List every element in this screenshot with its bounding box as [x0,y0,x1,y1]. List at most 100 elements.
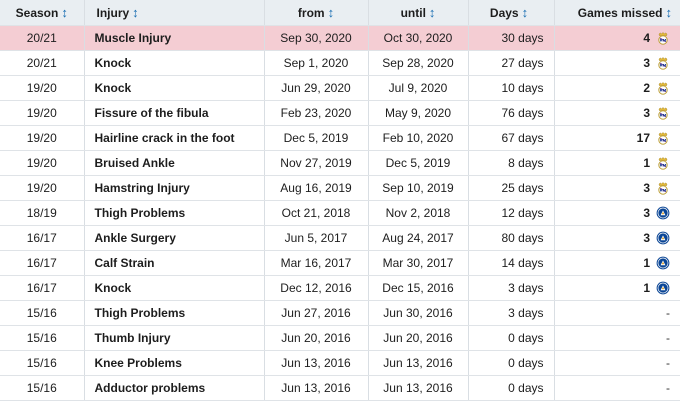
column-header-label: Days [489,5,519,20]
games-missed-value: 3 [643,55,650,70]
season-cell: 15/16 [0,325,85,351]
column-header-until[interactable]: until ↕ [368,0,469,26]
until-date-cell: Nov 2, 2018 [368,200,469,226]
from-date-cell: Oct 21, 2018 [264,200,369,226]
games-missed-value: 3 [643,105,650,120]
column-header-label: Games missed [577,5,663,20]
days-cell: 30 days [468,25,555,51]
svg-text:RM: RM [660,87,667,92]
until-date-cell: Jun 13, 2016 [368,375,469,401]
table-row: 16/17 Knock Dec 12, 2016 Dec 15, 2016 3 days… [0,275,680,301]
chelsea-crest-icon[interactable] [656,206,670,220]
sort-icon[interactable]: ↕ [665,4,673,20]
days-cell: 8 days [468,150,555,176]
games-missed-cell: 3 [554,200,680,226]
sort-icon[interactable]: ↕ [428,4,436,20]
sort-icon[interactable]: ↕ [327,4,335,20]
days-cell: 3 days [468,275,555,301]
injury-history-table: Season ↕ Injury ↕ from ↕ until ↕ Days ↕ Games… [0,0,680,401]
column-header-games-missed[interactable]: Games missed ↕ [554,0,680,26]
injury-cell: Knee Problems [84,350,265,376]
days-cell: 27 days [468,50,555,76]
chelsea-crest-icon[interactable] [656,256,670,270]
days-cell: 76 days [468,100,555,126]
real-madrid-crest-icon[interactable]: RM [656,31,670,45]
real-madrid-crest-icon[interactable]: RM [656,131,670,145]
from-date-cell: Jun 5, 2017 [264,225,369,251]
games-missed-value: - [666,305,670,320]
svg-text:RM: RM [660,137,667,142]
until-date-cell: Dec 15, 2016 [368,275,469,301]
chelsea-crest-icon[interactable] [656,281,670,295]
injury-cell: Thigh Problems [84,300,265,326]
season-cell: 20/21 [0,25,85,51]
column-header-injury[interactable]: Injury ↕ [84,0,265,26]
season-cell: 19/20 [0,75,85,101]
from-date-cell: Dec 5, 2019 [264,125,369,151]
games-missed-value: 1 [643,155,650,170]
real-madrid-crest-icon[interactable]: RM [656,106,670,120]
real-madrid-crest-icon[interactable]: RM [656,181,670,195]
injury-cell: Adductor problems [84,375,265,401]
games-missed-cell: 3 RM [554,50,680,76]
table-row: 19/20 Bruised Ankle Nov 27, 2019 Dec 5, 201… [0,150,680,176]
table-row: 15/16 Knee Problems Jun 13, 2016 Jun 13, 20… [0,350,680,376]
table-row: 18/19 Thigh Problems Oct 21, 2018 Nov 2, 20… [0,200,680,226]
sort-icon[interactable]: ↕ [521,4,529,20]
table-row: 19/20 Knock Jun 29, 2020 Jul 9, 2020 10 days… [0,75,680,101]
table-row: 16/17 Calf Strain Mar 16, 2017 Mar 30, 2017… [0,250,680,276]
from-date-cell: Dec 12, 2016 [264,275,369,301]
real-madrid-crest-icon[interactable]: RM [656,56,670,70]
until-date-cell: May 9, 2020 [368,100,469,126]
games-missed-value: - [666,330,670,345]
season-cell: 15/16 [0,375,85,401]
days-cell: 3 days [468,300,555,326]
from-date-cell: Jun 29, 2020 [264,75,369,101]
season-cell: 18/19 [0,200,85,226]
until-date-cell: Jun 13, 2016 [368,350,469,376]
games-missed-cell: 2 RM [554,75,680,101]
sort-icon[interactable]: ↕ [132,4,139,20]
games-missed-cell: 1 [554,250,680,276]
games-missed-value: 17 [636,130,650,145]
games-missed-cell: 1 RM [554,150,680,176]
injury-cell: Thumb Injury [84,325,265,351]
column-header-from[interactable]: from ↕ [264,0,369,26]
until-date-cell: Mar 30, 2017 [368,250,469,276]
column-header-label: Season [15,5,59,20]
column-header-label: until [400,5,426,20]
chelsea-crest-icon[interactable] [656,231,670,245]
season-cell: 19/20 [0,125,85,151]
real-madrid-crest-icon[interactable]: RM [656,156,670,170]
table-row: 19/20 Hairline crack in the foot Dec 5, 20… [0,125,680,151]
table-row: 19/20 Hamstring Injury Aug 16, 2019 Sep 10,… [0,175,680,201]
column-header-label: Injury [96,5,130,20]
until-date-cell: Jun 30, 2016 [368,300,469,326]
injury-cell: Thigh Problems [84,200,265,226]
from-date-cell: Mar 16, 2017 [264,250,369,276]
injury-cell: Knock [84,50,265,76]
from-date-cell: Jun 27, 2016 [264,300,369,326]
column-header-label: from [297,5,325,20]
table-header: Season ↕ Injury ↕ from ↕ until ↕ Days ↕ Games… [0,0,680,26]
games-missed-cell: - [554,375,680,401]
from-date-cell: Sep 30, 2020 [264,25,369,51]
column-header-days[interactable]: Days ↕ [468,0,555,26]
table-row: 20/21 Muscle Injury Sep 30, 2020 Oct 30, 20… [0,25,680,51]
until-date-cell: Oct 30, 2020 [368,25,469,51]
from-date-cell: Jun 20, 2016 [264,325,369,351]
table-row: 20/21 Knock Sep 1, 2020 Sep 28, 2020 27 days… [0,50,680,76]
season-cell: 19/20 [0,150,85,176]
season-cell: 16/17 [0,275,85,301]
season-cell: 19/20 [0,175,85,201]
from-date-cell: Feb 23, 2020 [264,100,369,126]
from-date-cell: Nov 27, 2019 [264,150,369,176]
column-header-season[interactable]: Season ↕ [0,0,85,26]
table-body: 20/21 Muscle Injury Sep 30, 2020 Oct 30, 20… [0,25,680,401]
until-date-cell: Jul 9, 2020 [368,75,469,101]
until-date-cell: Feb 10, 2020 [368,125,469,151]
sort-icon[interactable]: ↕ [61,4,68,20]
real-madrid-crest-icon[interactable]: RM [656,81,670,95]
games-missed-value: 2 [643,80,650,95]
days-cell: 12 days [468,200,555,226]
